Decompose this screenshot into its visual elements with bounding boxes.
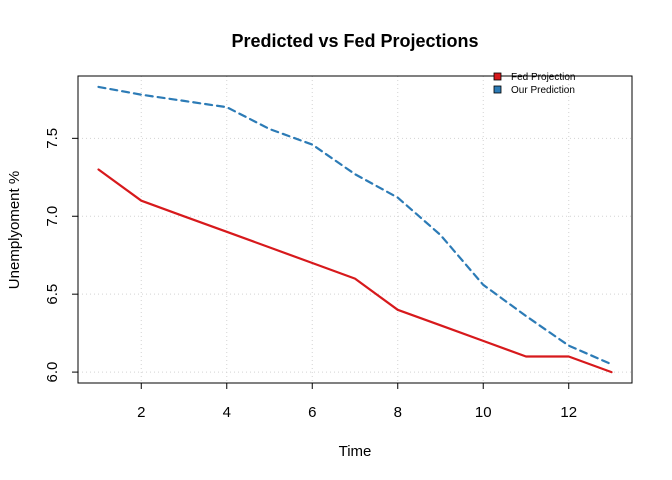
x-tick-label: 4: [223, 404, 231, 421]
grid: [78, 76, 632, 383]
legend-swatch: [493, 85, 502, 94]
y-tick-label: 7.0: [44, 206, 61, 227]
x-axis-label: Time: [339, 443, 372, 460]
legend: Fed Projection Our Prediction: [493, 72, 575, 96]
x-tick-label: 12: [560, 404, 577, 421]
y-tick-label: 7.5: [44, 128, 61, 149]
legend-swatch: [493, 72, 502, 81]
plot-area-border: [77, 75, 633, 384]
x-tick-label: 6: [308, 404, 316, 421]
y-tick-label: 6.5: [44, 284, 61, 305]
series-line-our-prediction: [97, 85, 613, 366]
x-axis: 2 4 6 8 10 12: [137, 383, 577, 421]
y-axis-label: Unemplyoment %: [6, 171, 23, 289]
series-line-fed-projection: [97, 168, 613, 374]
x-tick-label: 2: [137, 404, 145, 421]
series-layer: [97, 85, 613, 374]
legend-label: Our Prediction: [511, 85, 575, 96]
chart-title: Predicted vs Fed Projections: [231, 31, 478, 51]
y-axis: 6.0 6.5 7.0 7.5: [44, 128, 78, 383]
y-tick-label: 6.0: [44, 362, 61, 383]
x-tick-label: 10: [475, 404, 492, 421]
legend-label: Fed Projection: [511, 72, 575, 83]
x-tick-label: 8: [394, 404, 402, 421]
